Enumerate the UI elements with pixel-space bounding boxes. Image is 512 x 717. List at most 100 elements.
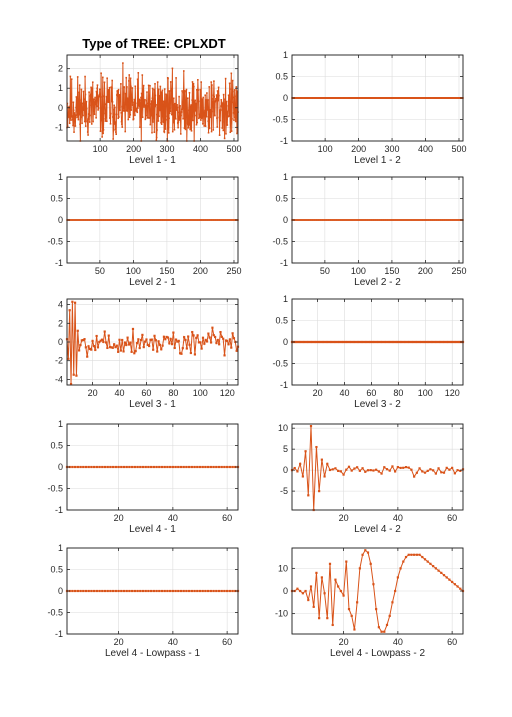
data-point [407, 466, 410, 469]
y-tick-label: 1 [58, 172, 63, 182]
data-point [211, 84, 213, 86]
series-markers [291, 219, 464, 221]
data-point [140, 96, 142, 99]
data-point [133, 109, 135, 112]
data-point [90, 123, 93, 125]
y-tick-label: 1 [58, 419, 63, 429]
data-point [144, 118, 147, 121]
data-point [134, 350, 137, 353]
data-point [436, 340, 439, 344]
data-point [115, 131, 117, 133]
data-point [358, 567, 361, 570]
data-point [163, 589, 166, 593]
data-point [190, 465, 193, 469]
data-point [353, 628, 356, 631]
data-point [95, 116, 97, 119]
data-point [213, 95, 216, 98]
y-tick-label: 1 [283, 50, 288, 60]
data-point [109, 117, 111, 119]
data-point [124, 109, 126, 112]
data-point [125, 465, 128, 469]
data-point [100, 338, 104, 341]
data-point [399, 567, 402, 570]
data-point [76, 589, 79, 593]
data-point [185, 106, 187, 109]
data-point [174, 589, 177, 593]
data-point [71, 465, 74, 469]
data-point [143, 102, 146, 105]
data-point [122, 110, 125, 112]
data-point [185, 347, 188, 350]
data-point [72, 124, 74, 127]
data-point [444, 340, 447, 344]
data-point [95, 90, 98, 93]
data-point [155, 589, 158, 593]
data-point [126, 97, 129, 100]
y-tick-label: 10 [278, 563, 288, 573]
data-point [225, 132, 227, 135]
data-point [169, 589, 172, 593]
data-point [201, 465, 204, 469]
data-point [141, 74, 144, 76]
y-tick-label: 1 [58, 543, 63, 553]
data-point [215, 465, 218, 469]
data-point [69, 75, 72, 78]
data-point [144, 117, 147, 120]
data-point [345, 560, 348, 563]
data-point [172, 103, 174, 106]
data-point [187, 97, 189, 100]
data-point [176, 122, 179, 124]
data-point [82, 465, 85, 469]
data-point [88, 347, 91, 351]
data-point [184, 108, 186, 111]
data-point [323, 475, 326, 478]
data-point [155, 104, 157, 106]
data-point [385, 340, 388, 344]
data-point [137, 72, 140, 74]
data-point [158, 94, 161, 97]
data-point [421, 340, 424, 344]
data-point [340, 340, 343, 344]
data-point [337, 469, 340, 472]
data-point [98, 465, 101, 469]
data-point [383, 466, 386, 469]
data-point [85, 107, 88, 110]
x-tick-label: 20 [114, 637, 124, 647]
data-point [80, 88, 83, 91]
data-point [109, 589, 112, 593]
data-point [112, 465, 115, 469]
data-point [84, 346, 87, 349]
data-point [211, 98, 214, 100]
data-point [229, 120, 232, 123]
data-point [183, 336, 186, 339]
data-point [301, 592, 304, 595]
data-point [178, 95, 180, 98]
data-point [113, 108, 115, 111]
data-point [230, 130, 233, 132]
series-markers [290, 549, 465, 633]
data-point [378, 340, 381, 344]
data-point [170, 93, 173, 96]
data-point [164, 118, 167, 121]
data-point [437, 340, 440, 344]
data-point [300, 340, 303, 344]
data-point [423, 558, 427, 561]
data-point [425, 340, 428, 344]
data-point [74, 465, 77, 469]
data-point [113, 104, 115, 107]
data-point [296, 340, 299, 344]
data-point [442, 471, 446, 474]
data-point [377, 340, 380, 344]
data-point [235, 114, 238, 117]
data-point [197, 100, 200, 103]
data-point [196, 334, 199, 337]
data-point [174, 109, 176, 112]
data-point [351, 340, 354, 344]
data-point [152, 465, 155, 469]
data-point [122, 465, 126, 469]
x-tick-label: 200 [193, 266, 208, 276]
data-point [129, 341, 132, 344]
data-point [148, 100, 151, 103]
y-tick-label: 0.5 [50, 565, 63, 575]
data-point [304, 450, 307, 453]
